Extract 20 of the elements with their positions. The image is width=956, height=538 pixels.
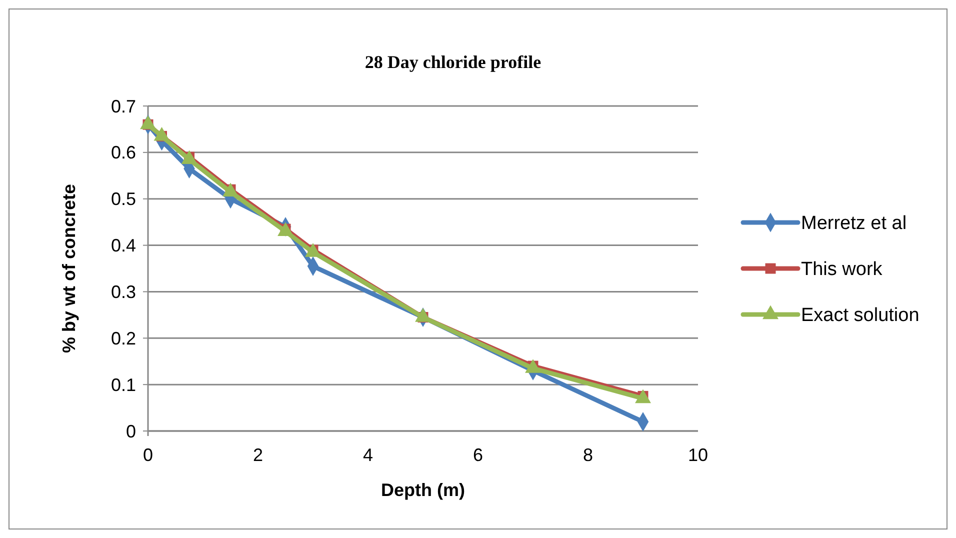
legend-label: Merretz et al <box>801 213 907 234</box>
legend-label: Exact solution <box>801 305 920 326</box>
y-tick-label: 0.7 <box>110 96 136 116</box>
y-tick-label: 0.2 <box>110 328 136 348</box>
y-tick-label: 0.3 <box>110 282 136 302</box>
x-tick-label: 10 <box>688 445 708 465</box>
chart-title: 28 Day chloride profile <box>364 52 542 72</box>
y-tick-label: 0.5 <box>110 189 136 210</box>
x-tick-label: 6 <box>472 445 484 465</box>
y-tick-label: 0 <box>126 421 136 442</box>
x-tick-label: 2 <box>252 445 264 465</box>
y-tick-label: 0.6 <box>110 142 136 163</box>
y-tick-label: 0.1 <box>110 374 136 395</box>
x-tick-label: 8 <box>582 445 594 465</box>
x-axis-title: Depth (m) <box>381 480 465 500</box>
legend-label: This work <box>801 259 883 280</box>
y-axis-title: % by wt of concrete <box>59 184 79 354</box>
y-tick-label: 0.4 <box>110 236 136 256</box>
x-tick-label: 0 <box>142 445 154 465</box>
x-tick-label: 4 <box>362 445 374 465</box>
